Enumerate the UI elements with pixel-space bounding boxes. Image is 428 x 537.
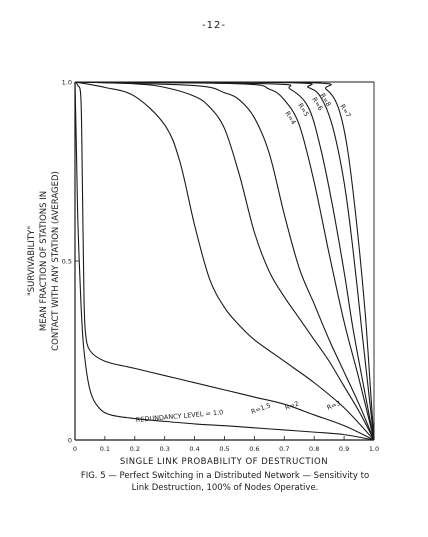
- page-number: -12-: [202, 20, 226, 31]
- curve-label: R=1.5: [250, 401, 272, 415]
- curve-r-6: [74, 81, 375, 441]
- x-tick-label: 0.2: [130, 445, 140, 453]
- curve-labels: REDUNDANCY LEVEL = 1.0 R=1.5 R=2 R=3 R=4R=5 R…: [135, 92, 352, 424]
- curve-r-8: [74, 81, 375, 441]
- x-tick-label: 0.7: [279, 445, 289, 453]
- curves: [74, 81, 375, 441]
- y-axis-label-line-1: "SURVIVABILITY": [27, 226, 37, 296]
- figure-caption-line-1: FIG. 5 — Perfect Switching in a Distribu…: [80, 471, 370, 481]
- plot-area: [74, 81, 375, 441]
- figure-caption-line-2: Link Destruction, 100% of Nodes Operativ…: [131, 483, 319, 493]
- x-tick-label: 0.8: [309, 445, 319, 453]
- curve-label: R=7: [338, 103, 352, 119]
- x-tick-label: 0: [73, 445, 77, 453]
- x-tick-label: 0.4: [189, 445, 199, 453]
- curve-label: R=3: [326, 399, 342, 412]
- y-axis-label: "SURVIVABILITY" MEAN FRACTION OF STATION…: [27, 171, 61, 351]
- x-tick-label: 0.5: [219, 445, 229, 453]
- curve-r-3: [74, 81, 375, 441]
- curve-r-7: [74, 81, 375, 441]
- x-axis-label: SINGLE LINK PROBABILITY OF DESTRUCTION: [120, 457, 328, 467]
- curve-label: R=5: [296, 102, 310, 118]
- y-tick-label: 0.5: [62, 258, 72, 266]
- curve-label: R=4: [283, 110, 297, 126]
- curve-label: R=2: [284, 400, 300, 412]
- x-tick-label: 0.9: [339, 445, 349, 453]
- curve-r-1-5: [74, 81, 375, 441]
- curve-redundancy-level-1-0: [74, 81, 375, 441]
- y-tick-label: 0: [68, 437, 72, 445]
- y-axis-label-line-2: MEAN FRACTION OF STATIONS IN: [39, 191, 49, 331]
- curve-label: REDUNDANCY LEVEL = 1.0: [135, 408, 223, 424]
- x-tick-label: 0.6: [249, 445, 259, 453]
- x-tick-label: 0.1: [100, 445, 110, 453]
- y-axis-label-line-3: CONTACT WITH ANY STATION (AVERAGED): [51, 171, 61, 351]
- x-tick-label: 1.0: [369, 445, 379, 453]
- x-tick-label: 0.3: [160, 445, 170, 453]
- axis-ticks: 0 0.1 0.2 0.3 0.4 0.5 0.6 0.7 0.8 0.9 1.0 0 0.5 1.0: [62, 79, 380, 454]
- curve-r-5: [74, 81, 375, 441]
- curve-r-2: [74, 81, 375, 441]
- curve-r-4: [74, 81, 375, 441]
- y-tick-label: 1.0: [62, 79, 72, 87]
